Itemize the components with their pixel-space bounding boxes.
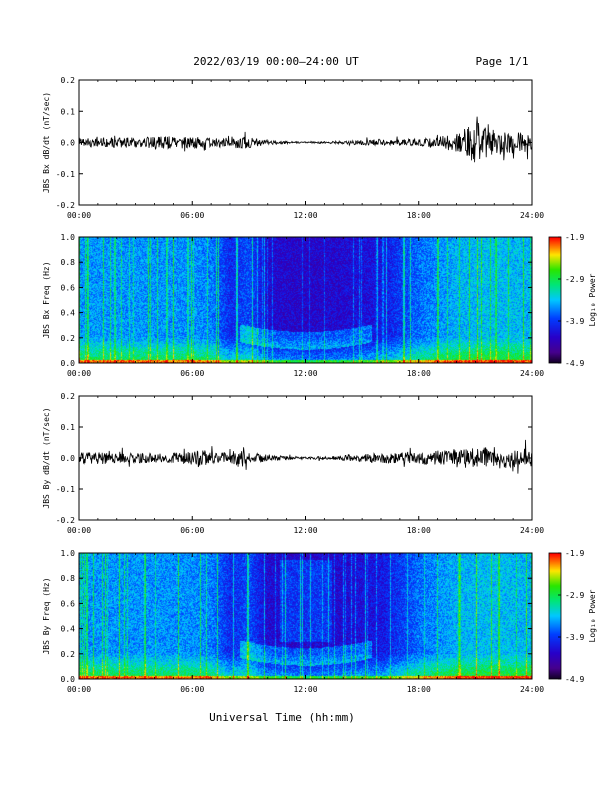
colorbar-label: Log₁₀ Power [588,589,597,642]
y-tick-label: 0.0 [61,454,76,463]
colorbar-tick-label: -4.9 [565,359,584,368]
page-indicator: Page 1/1 [476,55,529,68]
y-tick-label: 0.0 [61,139,76,148]
y-tick-label: 0.8 [61,574,76,583]
y-tick-label: 0.2 [61,392,76,401]
colorbar-tick-label: -2.9 [565,275,584,284]
x-tick-label: 24:00 [520,685,544,694]
colorbar-tick-label: -3.9 [565,317,584,326]
colorbar-frame [548,236,562,364]
y-tick-label: -0.1 [56,485,75,494]
waveform-trace [78,439,533,474]
y-axis-label: JBS Bx Freq (Hz) [42,261,51,338]
colorbar-tick-label: -2.9 [565,591,584,600]
y-axis-label: JBS Bx dB/dt (nT/sec) [42,92,51,193]
by-spectrogram-panel: -1.9 -2.9 -3.9 -4.9 Log₁₀ Power 00:00 06:00 12:… [42,549,597,694]
x-tick-label: 12:00 [293,526,317,535]
colorbar-frame [548,552,562,680]
x-tick-label: 06:00 [180,526,204,535]
colorbar [549,553,561,679]
y-tick-label: 0.4 [61,625,76,634]
y-tick-label: 0.1 [61,423,76,432]
x-axis-label: Universal Time (hh:mm) [209,711,355,724]
y-tick-label: 0.2 [61,76,76,85]
y-tick-label: 1.0 [61,549,76,558]
colorbar-tick-label: -4.9 [565,675,584,684]
y-tick-label: 0.2 [61,334,76,343]
x-tick-label: 06:00 [180,685,204,694]
x-tick-label: 12:00 [293,369,317,378]
x-tick-label: 24:00 [520,369,544,378]
x-tick-label: 00:00 [67,526,91,535]
bx-waveform-panel: 00:00 06:00 12:00 18:00 24:00 -0.2 -0.1 0.0 0.1 0… [42,76,544,220]
y-tick-label: -0.2 [56,516,75,525]
colorbar-label: Log₁₀ Power [588,273,597,326]
x-tick-label: 06:00 [180,369,204,378]
x-tick-label: 18:00 [407,685,431,694]
y-tick-label: 1.0 [61,233,76,242]
x-tick-label: 18:00 [407,369,431,378]
y-tick-label: 0.6 [61,283,76,292]
bx-spectrogram-panel: -1.9 -2.9 -3.9 -4.9 Log₁₀ Power 00:00 06:00 12:… [42,233,597,378]
x-tick-label: 24:00 [520,526,544,535]
spectrogram-image [79,553,532,679]
spectrogram-image [79,237,532,363]
waveform-trace [78,116,533,163]
y-tick-label: 0.1 [61,107,76,116]
x-tick-label: 00:00 [67,211,91,220]
y-tick-label: -0.2 [56,201,75,210]
x-tick-label: 00:00 [67,685,91,694]
y-tick-label: 0.8 [61,258,76,267]
figure-title: 2022/03/19 00:00–24:00 UT [193,55,359,68]
x-tick-label: 18:00 [407,526,431,535]
y-tick-label: 0.0 [61,675,76,684]
x-tick-label: 12:00 [293,685,317,694]
x-tick-label: 24:00 [520,211,544,220]
x-tick-label: 00:00 [67,369,91,378]
by-waveform-panel: 00:00 06:00 12:00 18:00 24:00 -0.2 -0.1 0.0 0.1 0… [42,392,544,535]
y-tick-label: 0.2 [61,650,76,659]
colorbar-tick-label: -3.9 [565,633,584,642]
y-tick-label: -0.1 [56,170,75,179]
y-axis-label: JBS By dB/dt (nT/sec) [42,407,51,508]
colorbar-tick-label: -1.9 [565,233,584,242]
x-tick-label: 06:00 [180,211,204,220]
y-tick-label: 0.6 [61,599,76,608]
y-tick-label: 0.4 [61,309,76,318]
x-tick-label: 12:00 [293,211,317,220]
colorbar-tick-label: -1.9 [565,549,584,558]
colorbar [549,237,561,363]
y-axis-label: JBS By Freq (Hz) [42,577,51,654]
y-tick-label: 0.0 [61,359,76,368]
x-tick-label: 18:00 [407,211,431,220]
